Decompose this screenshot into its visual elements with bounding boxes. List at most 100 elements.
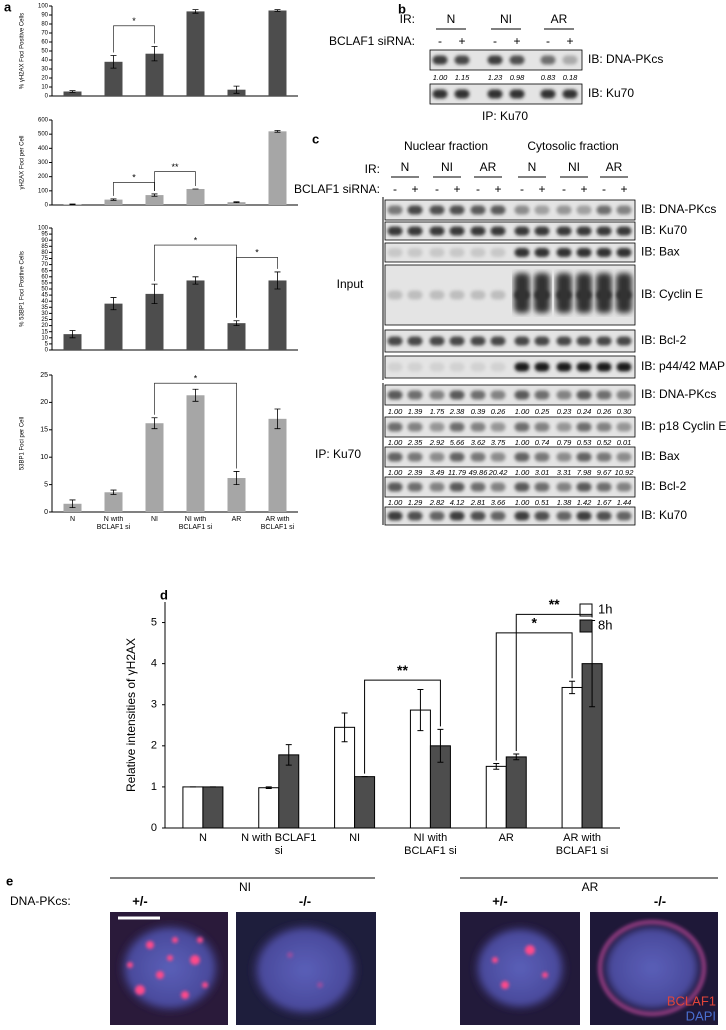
blot-band [514,482,530,492]
error-bar [274,9,281,12]
microscopy-images [110,912,718,1025]
quantification: 0.26 [491,407,506,416]
ir-label: NI [441,160,453,174]
blot-band [449,452,465,462]
bar [258,787,280,829]
y-tick-label: 30 [41,67,48,73]
sirna-label: + [411,182,418,196]
blot-band [596,248,612,257]
y-tick-label: 90 [41,238,48,244]
y-tick-label: 10 [41,335,48,341]
sirna-label: - [546,34,550,48]
significance-bracket [113,182,155,196]
quantification: 1.39 [408,407,423,416]
bar [278,754,300,829]
error-bar [417,689,424,732]
quantification: 1.00 [515,468,530,477]
error-bar [493,762,500,770]
y-tick-label: 40 [41,58,48,64]
blot-band [429,226,445,236]
blot-membrane [429,83,583,105]
y-tick-label: 70 [41,31,48,37]
blot-label: IB: Bcl-2 [641,479,687,493]
bar [268,418,287,512]
blot-membrane [384,384,636,406]
blot-band [407,482,423,492]
y-tick-label: 90 [41,13,48,19]
quantification: 3.49 [430,468,445,477]
blot-label: IB: Ku70 [588,86,634,100]
quantification: 3.66 [491,498,506,507]
y-tick-label: 25 [40,372,48,379]
blot-smear [534,273,550,313]
foci [287,952,323,988]
x-tick-label-box: N [199,832,207,844]
error-bar [233,201,240,203]
ir-label: NI [568,160,580,174]
blot-band [470,362,486,372]
blot-smear [514,273,530,313]
y-tick-label: 10 [41,85,48,91]
panel-letter: b [398,1,406,16]
bar [104,199,123,205]
blot-band [576,226,592,236]
ir-label: N [528,160,537,174]
blot-band [596,226,612,236]
error-bar [513,753,520,761]
x-tick-label-box: NI [151,516,158,523]
y-tick-label: 50 [41,287,48,293]
x-tick-label: NI with BCLAF1 si [178,516,213,532]
blot-band [514,362,530,372]
blot-band [387,422,403,432]
y-tick-label: 15 [40,427,48,434]
quantification: 2.92 [429,438,445,447]
bar [485,765,507,829]
blot-membrane [384,199,636,221]
error-bar [151,283,158,305]
significance-label: ** [549,596,560,612]
bar [186,395,205,512]
blot-band [534,362,550,372]
sirna-label: - [435,182,439,196]
blot-band [470,205,486,215]
error-bar [265,786,272,790]
y-tick-label: 70 [41,262,48,268]
blot-band [429,422,445,432]
panel-letter: c [312,131,319,146]
blot-band [616,390,632,400]
quantification: 1.29 [408,498,423,507]
x-tick-label-box: N with BCLAF1 si [241,832,316,857]
genotype-label: -/- [654,893,666,908]
blot-band [534,452,550,462]
y-tick-label: 35 [41,305,48,311]
bar [227,478,246,512]
blot-band [429,336,445,346]
bar [186,11,205,96]
error-bar [274,408,281,430]
blot-band [407,422,423,432]
quantification: 49.86 [469,468,489,477]
y-tick-label: 20 [40,399,48,406]
quantification: 20.42 [488,468,509,477]
bar [145,53,164,96]
y-axis-label: % γH2AX Foci Positive Cells [20,13,26,89]
y-tick-label: 400 [38,146,49,152]
blot-band [429,205,445,215]
blot-band [514,226,530,236]
blot-band [576,511,592,521]
genotype-label: +/- [492,893,508,908]
y-tick-label: 95 [41,232,48,238]
blot-band [490,390,506,400]
x-tick-label: AR [231,516,242,523]
blot-band [407,362,423,372]
blot-band [407,390,423,400]
x-tick-label-box: NI [349,832,360,844]
blot-band [454,55,470,65]
error-bar [233,85,240,94]
y-tick-label: 65 [41,268,48,274]
sirna-label: + [566,34,573,48]
y-tick-label: 200 [38,174,49,180]
row-label: BCLAF1 siRNA: [329,34,415,48]
blot-band [470,482,486,492]
quantification: 3.31 [557,468,572,477]
